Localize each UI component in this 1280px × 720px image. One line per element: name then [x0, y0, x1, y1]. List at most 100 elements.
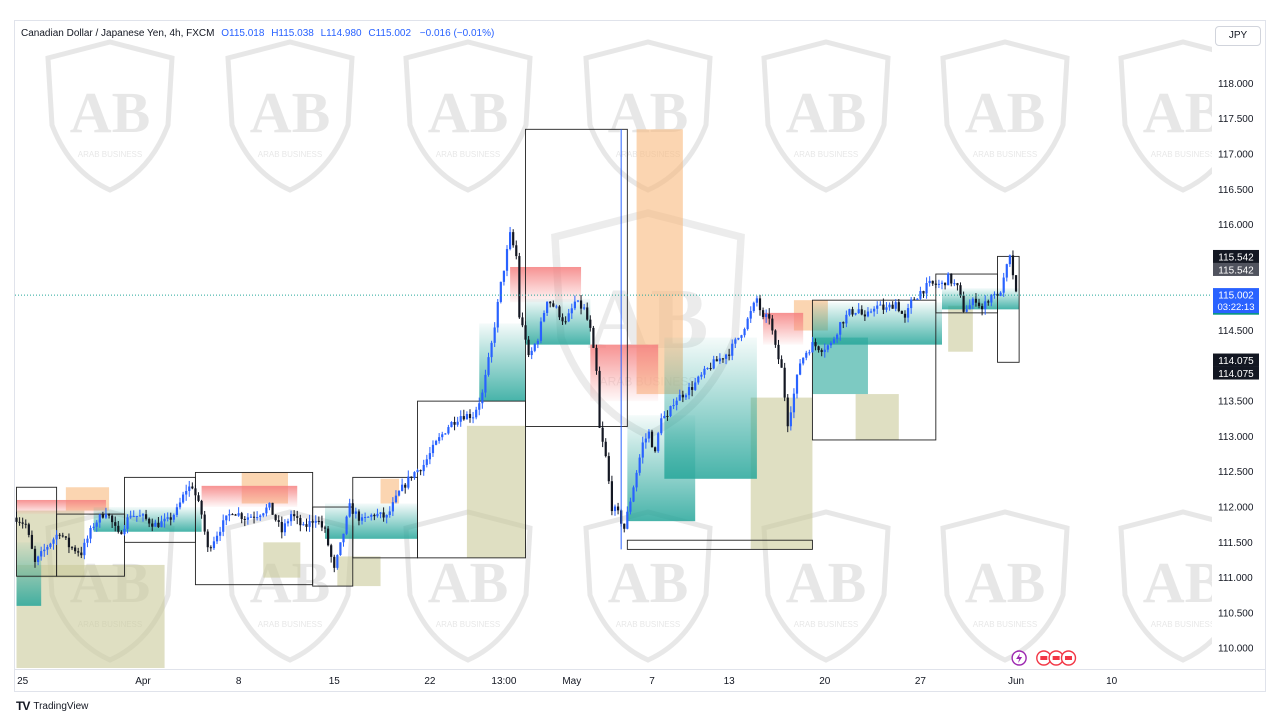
candle-body: [209, 547, 212, 549]
candle-body: [888, 304, 891, 308]
candle-body: [576, 300, 580, 302]
watermark-monogram: AB: [428, 80, 509, 145]
candle-body: [311, 520, 314, 523]
candle-body: [934, 283, 937, 285]
candle-body: [894, 302, 897, 309]
event-bolt-icon: [1011, 650, 1027, 666]
candle-body: [657, 433, 660, 452]
candle-body: [148, 518, 151, 524]
candle-body: [120, 531, 123, 535]
x-tick-label: 10: [1106, 676, 1118, 687]
candle-body: [382, 512, 385, 518]
watermark-monogram: AB: [786, 80, 867, 145]
candle-body: [259, 515, 262, 518]
candle-body: [243, 518, 246, 520]
candle-body: [749, 311, 752, 319]
currency-button[interactable]: JPY: [1215, 26, 1261, 46]
price-axis-label: 114.075: [1218, 356, 1254, 367]
flag-shape: [1064, 656, 1072, 660]
candle-body: [943, 282, 947, 286]
candle-body: [666, 415, 669, 417]
candle-body: [80, 552, 83, 556]
candle-body: [521, 317, 524, 326]
candle-body: [453, 422, 456, 425]
candle-body: [663, 415, 666, 419]
candle-body: [903, 313, 907, 318]
candle-body: [262, 513, 265, 516]
candle-body: [419, 470, 422, 472]
watermark-text: ARAB BUSINESS: [436, 620, 500, 629]
candle-body: [549, 301, 552, 304]
candle-body: [280, 521, 283, 533]
candle-body: [407, 476, 410, 488]
candle-body: [141, 514, 145, 516]
candle-body: [613, 506, 617, 512]
candle-body: [104, 514, 108, 518]
watermark-shield-icon: AB ARAB BUSINESS: [403, 509, 533, 663]
candle-body: [49, 543, 52, 547]
candle-body: [166, 517, 169, 519]
tradingview-footer[interactable]: TV TradingView: [16, 699, 88, 713]
candle-body: [653, 447, 657, 452]
range-box: [525, 128, 628, 427]
candle-body: [555, 306, 558, 308]
candle-body: [302, 524, 305, 526]
candle-body: [672, 405, 675, 407]
flag-shape: [1040, 656, 1048, 660]
candle-body: [805, 352, 808, 358]
demand-zone: [664, 337, 757, 479]
watermark-monogram: AB: [1143, 80, 1224, 145]
candle-body: [721, 358, 725, 360]
candle-body: [820, 350, 823, 353]
candle-body: [592, 327, 595, 348]
candle-body: [601, 427, 604, 442]
candle-body: [863, 314, 866, 317]
candle-body: [181, 494, 185, 503]
candle-body: [95, 522, 98, 527]
watermark-monogram: AB: [428, 550, 509, 615]
x-tick-label: 22: [424, 676, 436, 687]
candle-body: [61, 535, 64, 537]
candle-body: [731, 343, 734, 356]
candle-body: [246, 517, 249, 520]
watermark-shield-outline: [761, 509, 891, 663]
watermark-text: ARAB BUSINESS: [973, 620, 1037, 629]
candle-body: [86, 538, 89, 543]
symbol-title[interactable]: Canadian Dollar / Japanese Yen, 4h, FXCM: [21, 28, 215, 39]
candle-body: [798, 363, 802, 375]
demand-zone: [942, 288, 1020, 310]
open-value: O115.018: [221, 28, 265, 39]
candle-body: [515, 245, 518, 257]
candle-body: [1014, 275, 1018, 292]
x-tick-label: 20: [819, 676, 831, 687]
candle-body: [107, 514, 111, 516]
candle-body: [684, 395, 688, 398]
candle-body: [573, 301, 576, 309]
candle-body: [345, 516, 348, 534]
watermark-shield-outline: [403, 509, 533, 663]
candle-body: [761, 310, 765, 317]
candle-body: [475, 409, 478, 418]
candle-body: [604, 441, 607, 457]
candle-body: [644, 438, 647, 443]
candle-body: [163, 518, 166, 522]
candle-body: [512, 232, 515, 246]
candle-body: [906, 308, 910, 318]
candle-body: [561, 317, 564, 322]
candle-body: [277, 520, 280, 522]
y-tick-label: 116.500: [1218, 185, 1254, 196]
range-box: [811, 299, 937, 441]
zone-fill: [812, 337, 868, 395]
candle-body: [30, 534, 34, 549]
candle-body: [336, 555, 339, 568]
candle-body: [891, 304, 894, 309]
y-tick-label: 117.500: [1218, 114, 1254, 125]
candle-body: [928, 280, 931, 284]
candle-body: [743, 329, 746, 336]
candle-body: [237, 513, 240, 516]
watermark-monogram: AB: [1143, 550, 1224, 615]
price-axis-label: 115.542: [1218, 265, 1254, 276]
candle-body: [305, 524, 308, 527]
watermark-shield-icon: AB ARAB BUSINESS: [761, 509, 891, 663]
